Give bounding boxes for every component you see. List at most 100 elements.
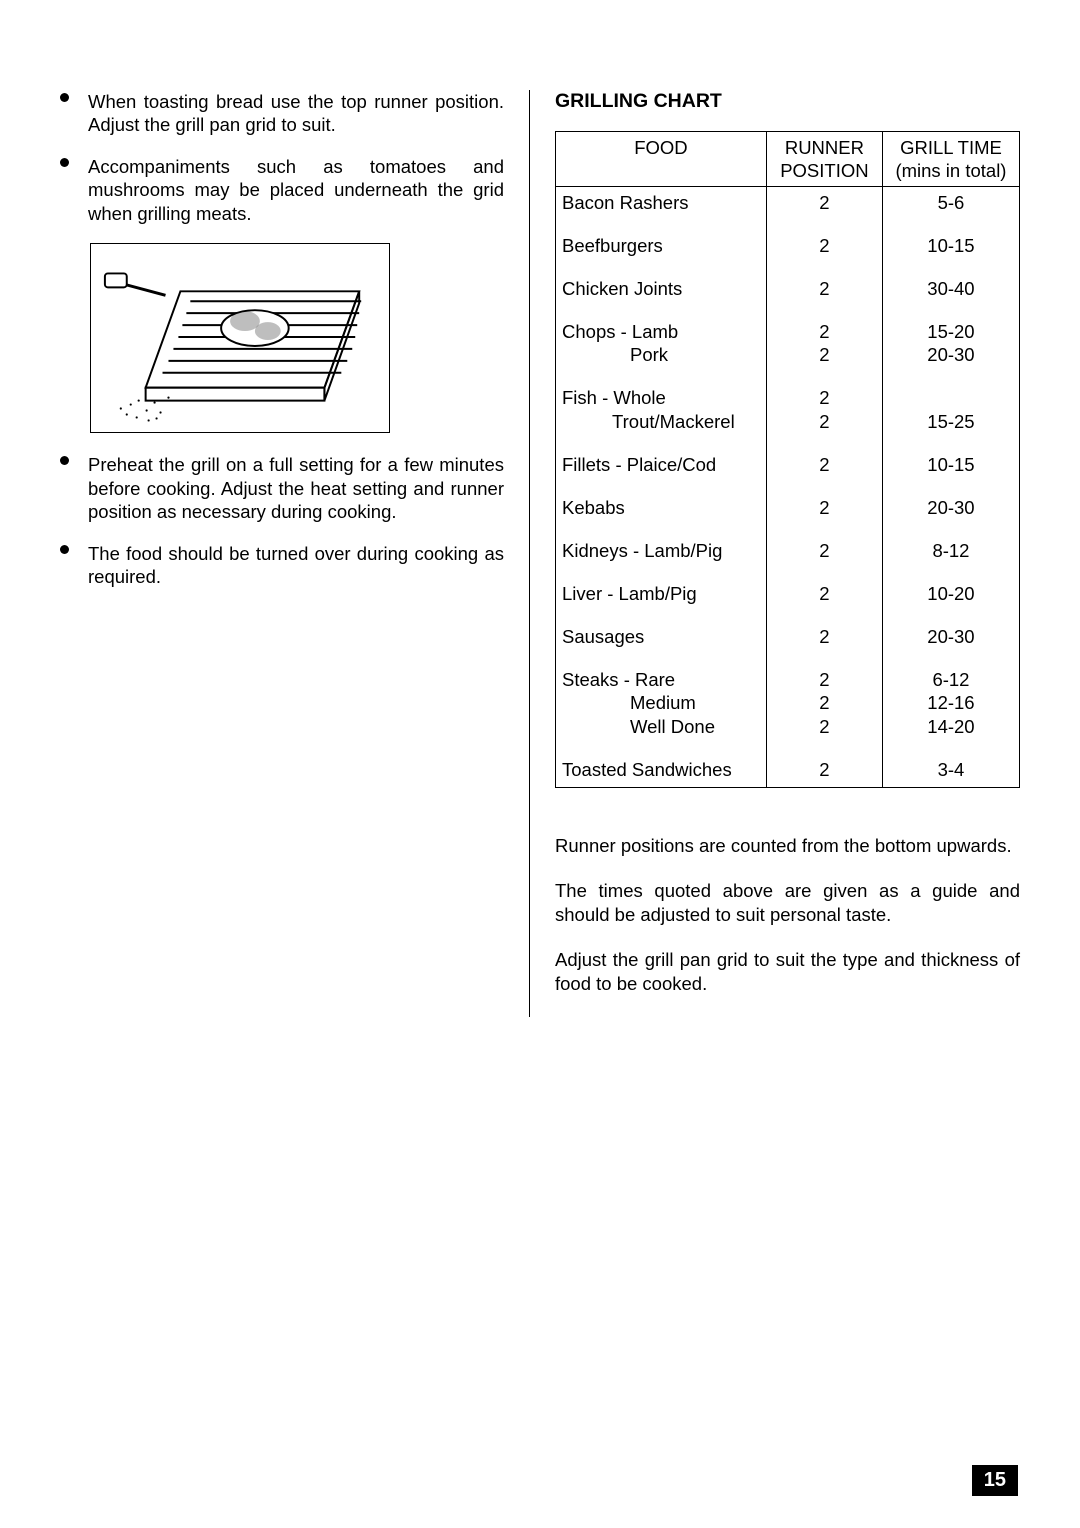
cell-runner: 2 xyxy=(766,320,882,343)
cell-food: Kebabs xyxy=(556,496,767,519)
grill-pan-icon xyxy=(91,243,389,433)
bullet-icon xyxy=(60,542,72,589)
cell-time: 3-4 xyxy=(882,758,1019,788)
table-row: Toasted Sandwiches23-4 xyxy=(556,758,1020,788)
chart-notes: Runner positions are counted from the bo… xyxy=(555,834,1020,995)
col-runner: RUNNER POSITION xyxy=(766,132,882,187)
cell-runner: 2 xyxy=(766,496,882,519)
table-row: Trout/Mackerel215-25 xyxy=(556,410,1020,433)
table-row: Sausages220-30 xyxy=(556,625,1020,648)
cell-time: 8-12 xyxy=(882,539,1019,562)
table-row: Beefburgers210-15 xyxy=(556,234,1020,257)
cell-time: 20-30 xyxy=(882,496,1019,519)
cell-time: 20-30 xyxy=(882,625,1019,648)
cell-runner: 2 xyxy=(766,758,882,788)
cell-time: 14-20 xyxy=(882,715,1019,738)
cell-time: 10-15 xyxy=(882,234,1019,257)
cell-time: 15-20 xyxy=(882,320,1019,343)
bullet-icon xyxy=(60,453,72,523)
header-label: GRILL TIME xyxy=(900,137,1002,158)
cell-time: 30-40 xyxy=(882,277,1019,300)
bullet-item: Preheat the grill on a full setting for … xyxy=(60,453,504,523)
cell-food: Medium xyxy=(556,691,767,714)
cell-food: Chicken Joints xyxy=(556,277,767,300)
table-row: Liver - Lamb/Pig210-20 xyxy=(556,582,1020,605)
cell-food: Kidneys - Lamb/Pig xyxy=(556,539,767,562)
table-spacer xyxy=(556,648,1020,668)
table-row: Well Done214-20 xyxy=(556,715,1020,738)
table-spacer xyxy=(556,433,1020,453)
bullet-item: The food should be turned over during co… xyxy=(60,542,504,589)
header-label: (mins in total) xyxy=(895,160,1006,181)
grill-pan-illustration xyxy=(90,243,390,433)
cell-food: Toasted Sandwiches xyxy=(556,758,767,788)
table-spacer xyxy=(556,519,1020,539)
page: When toasting bread use the top runner p… xyxy=(0,0,1080,1077)
cell-runner: 2 xyxy=(766,625,882,648)
note-text: The times quoted above are given as a gu… xyxy=(555,879,1020,926)
cell-food: Trout/Mackerel xyxy=(556,410,767,433)
cell-food: Fish - Whole xyxy=(556,386,767,409)
table-spacer xyxy=(556,257,1020,277)
chart-title: GRILLING CHART xyxy=(555,90,1020,113)
bullet-icon xyxy=(60,90,72,137)
cell-runner: 2 xyxy=(766,277,882,300)
table-spacer xyxy=(556,366,1020,386)
cell-runner: 2 xyxy=(766,343,882,366)
cell-runner: 2 xyxy=(766,668,882,691)
right-column: GRILLING CHART FOOD RUNNER POSITION GRIL… xyxy=(530,90,1020,1017)
page-number: 15 xyxy=(972,1465,1018,1496)
table-spacer xyxy=(556,738,1020,758)
cell-food: Bacon Rashers xyxy=(556,191,767,214)
cell-food: Liver - Lamb/Pig xyxy=(556,582,767,605)
table-spacer xyxy=(556,605,1020,625)
cell-food: Steaks - Rare xyxy=(556,668,767,691)
cell-runner: 2 xyxy=(766,234,882,257)
cell-time: 6-12 xyxy=(882,668,1019,691)
cell-food: Well Done xyxy=(556,715,767,738)
header-label: POSITION xyxy=(780,160,868,181)
bullet-item: Accompaniments such as tomatoes and mush… xyxy=(60,155,504,225)
grilling-chart-table: FOOD RUNNER POSITION GRILL TIME (mins in… xyxy=(555,131,1020,788)
table-row: Kidneys - Lamb/Pig28-12 xyxy=(556,539,1020,562)
cell-runner: 2 xyxy=(766,410,882,433)
bullet-text: Accompaniments such as tomatoes and mush… xyxy=(88,155,504,225)
table-row: Chops - Lamb215-20 xyxy=(556,320,1020,343)
table-row: Fillets - Plaice/Cod210-15 xyxy=(556,453,1020,476)
bullet-text: When toasting bread use the top runner p… xyxy=(88,90,504,137)
table-row: Fish - Whole2 xyxy=(556,386,1020,409)
header-label: FOOD xyxy=(634,137,687,158)
cell-time: 10-20 xyxy=(882,582,1019,605)
table-row: Kebabs220-30 xyxy=(556,496,1020,519)
table-row: Medium212-16 xyxy=(556,691,1020,714)
cell-runner: 2 xyxy=(766,715,882,738)
table-spacer xyxy=(556,214,1020,234)
header-label: RUNNER xyxy=(785,137,864,158)
table-row: Pork220-30 xyxy=(556,343,1020,366)
bullet-text: The food should be turned over during co… xyxy=(88,542,504,589)
cell-time xyxy=(882,386,1019,409)
cell-time: 5-6 xyxy=(882,191,1019,214)
cell-runner: 2 xyxy=(766,453,882,476)
bullet-item: When toasting bread use the top runner p… xyxy=(60,90,504,137)
bullet-text: Preheat the grill on a full setting for … xyxy=(88,453,504,523)
cell-runner: 2 xyxy=(766,691,882,714)
cell-time: 15-25 xyxy=(882,410,1019,433)
cell-food: Chops - Lamb xyxy=(556,320,767,343)
col-time: GRILL TIME (mins in total) xyxy=(882,132,1019,187)
table-row: Bacon Rashers25-6 xyxy=(556,191,1020,214)
table-spacer xyxy=(556,562,1020,582)
cell-food: Sausages xyxy=(556,625,767,648)
col-food: FOOD xyxy=(556,132,767,187)
cell-time: 10-15 xyxy=(882,453,1019,476)
table-row: Chicken Joints230-40 xyxy=(556,277,1020,300)
cell-food: Fillets - Plaice/Cod xyxy=(556,453,767,476)
cell-runner: 2 xyxy=(766,386,882,409)
table-header-row: FOOD RUNNER POSITION GRILL TIME (mins in… xyxy=(556,132,1020,187)
cell-runner: 2 xyxy=(766,539,882,562)
table-spacer xyxy=(556,476,1020,496)
note-text: Adjust the grill pan grid to suit the ty… xyxy=(555,948,1020,995)
cell-time: 20-30 xyxy=(882,343,1019,366)
cell-runner: 2 xyxy=(766,191,882,214)
cell-runner: 2 xyxy=(766,582,882,605)
